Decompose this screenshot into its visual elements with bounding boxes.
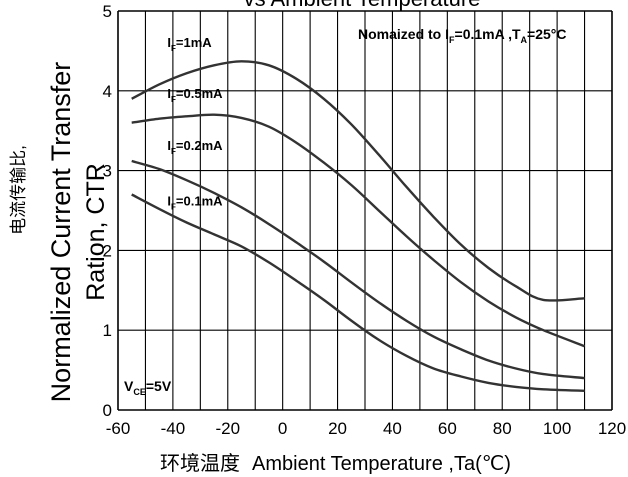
y-axis-label-line2: Ration, CTR bbox=[82, 163, 110, 301]
x-tick-labels: -60 -40 -20 0 20 40 60 80 100 120 bbox=[106, 419, 626, 438]
x-tick-label: 0 bbox=[278, 419, 287, 438]
y-tick-label: 3 bbox=[103, 162, 112, 181]
vce-condition: VCE=5V bbox=[124, 378, 172, 397]
series-line-1 bbox=[131, 113, 586, 348]
y-tick-label: 1 bbox=[103, 321, 112, 340]
x-tick-label: -60 bbox=[106, 419, 131, 438]
x-tick-label: 120 bbox=[598, 419, 626, 438]
series-label-3: IF=0.1mA bbox=[167, 194, 223, 212]
series-lines bbox=[131, 60, 586, 392]
x-axis-label: 环境温度 Ambient Temperature ,Ta(℃) bbox=[160, 452, 511, 475]
x-tick-label: 80 bbox=[493, 419, 512, 438]
y-tick-label: 5 bbox=[103, 2, 112, 21]
x-tick-label: -40 bbox=[161, 419, 186, 438]
series-label-1: IF=0.5mA bbox=[167, 86, 223, 104]
y-tick-label: 0 bbox=[103, 401, 112, 420]
y-tick-labels: 0 1 2 3 4 5 bbox=[103, 2, 112, 420]
x-tick-label: 40 bbox=[383, 419, 402, 438]
grid bbox=[117, 10, 613, 411]
series-line-0 bbox=[131, 60, 585, 302]
y-tick-label: 2 bbox=[103, 241, 112, 260]
series-label-2: IF=0.2mA bbox=[167, 138, 223, 156]
y-axis-label-cn: 电流传输比, bbox=[9, 145, 28, 235]
x-tick-label: 60 bbox=[438, 419, 457, 438]
series-line-3 bbox=[131, 193, 585, 392]
x-tick-label: 20 bbox=[328, 419, 347, 438]
series-line-2 bbox=[131, 159, 585, 380]
series-labels: IF=1mA IF=0.5mA IF=0.2mA IF=0.1mA bbox=[167, 35, 223, 212]
series-label-0: IF=1mA bbox=[167, 35, 212, 53]
x-tick-label: -20 bbox=[215, 419, 240, 438]
normalization-note: Nomaized to IF=0.1mA ,TA=25°C bbox=[358, 26, 567, 45]
y-axis-label-line1: Normalized Current Transfer bbox=[46, 62, 76, 403]
x-axis-label-cn: 环境温度 bbox=[160, 452, 240, 475]
chart-title: vs Ambient Temperature bbox=[244, 0, 481, 11]
x-tick-label: 100 bbox=[543, 419, 571, 438]
x-axis-label-en: Ambient Temperature ,Ta(℃) bbox=[252, 453, 511, 475]
y-tick-label: 4 bbox=[103, 82, 112, 101]
